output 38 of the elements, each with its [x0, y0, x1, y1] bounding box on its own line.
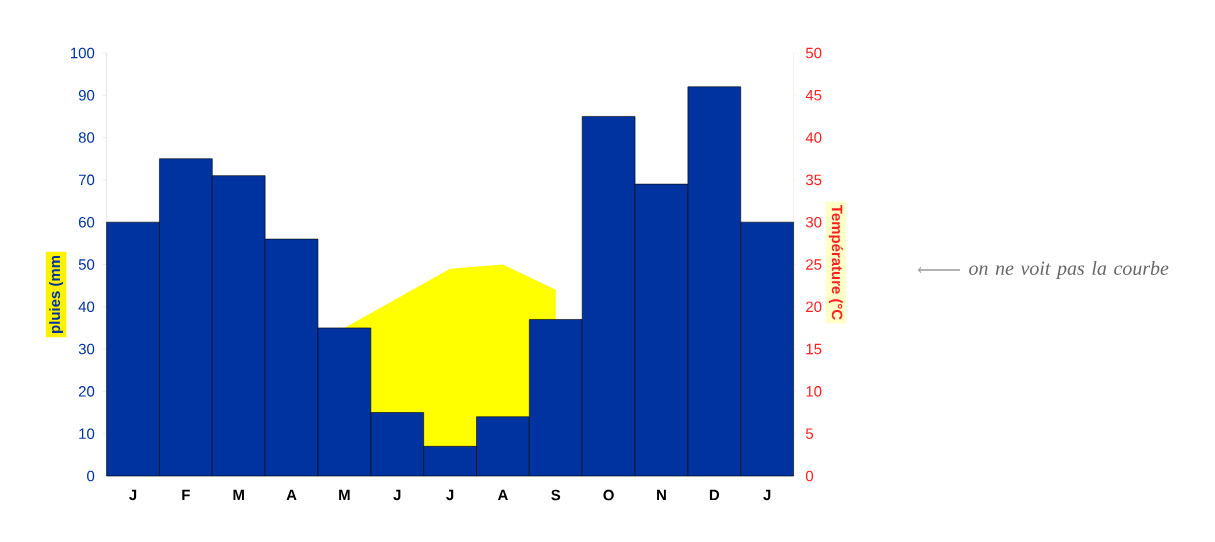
y-tick-label: 80: [78, 132, 95, 143]
x-tick-label: A: [497, 489, 508, 501]
y2-tick-label: 25: [806, 259, 822, 270]
y-tick-label: 30: [78, 343, 95, 355]
x-tick-label: N: [657, 489, 666, 501]
y-tick-label: 20: [78, 386, 95, 397]
y2-tick-label: 40: [805, 132, 822, 143]
x-tick-label: F: [182, 489, 190, 501]
x-tick-label: J: [763, 489, 771, 501]
y-tick-label: 100: [71, 47, 95, 59]
y2-tick-label: 10: [806, 386, 822, 397]
y-axis-title: pluies (mm: [49, 255, 64, 333]
y2-tick-label: 20: [806, 301, 822, 313]
y-tick-label: 10: [79, 428, 95, 439]
y-tick-label: 60: [78, 216, 95, 228]
x-tick-label: M: [339, 489, 350, 501]
x-tick-label: D: [709, 489, 720, 501]
y-tick-label: 90: [78, 89, 95, 101]
y2-tick-label: 15: [806, 343, 822, 355]
x-tick-label: M: [233, 489, 244, 501]
x-tick-label: J: [446, 489, 454, 501]
y2-tick-label: 5: [805, 428, 814, 439]
y2-tick-label: 30: [805, 216, 822, 228]
y2-tick-label: 35: [805, 174, 822, 186]
x-tick-label: S: [551, 489, 561, 501]
y-tick-label: 0: [87, 470, 95, 482]
text: on ne voit pas la courbe: [969, 260, 1169, 280]
x-tick-label: J: [393, 489, 401, 501]
y2-tick-label: 0: [805, 470, 814, 482]
x-tick-label: O: [603, 489, 614, 501]
y-tick-label: 50: [78, 259, 95, 270]
y-tick-label: 70: [78, 174, 95, 186]
y2-tick-label: 45: [805, 90, 822, 101]
x-tick-label: A: [286, 489, 297, 501]
y2-tick-label: 50: [805, 47, 822, 59]
y2-axis-title: Température (°C: [828, 205, 843, 320]
y-tick-label: 40: [78, 301, 95, 313]
x-tick-label: J: [129, 489, 137, 501]
